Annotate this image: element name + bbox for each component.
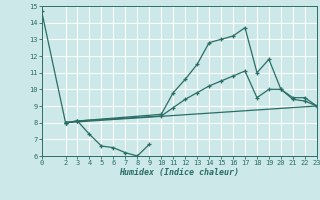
X-axis label: Humidex (Indice chaleur): Humidex (Indice chaleur) — [119, 168, 239, 177]
